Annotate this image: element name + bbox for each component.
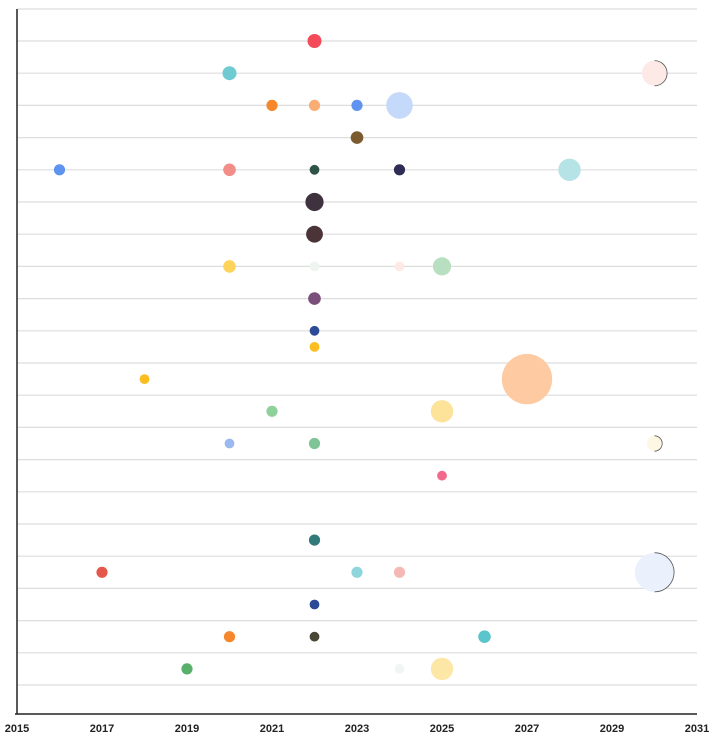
data-point-outline bbox=[654, 552, 675, 593]
x-tick-labels: 2015 2017 2019 2021 2023 2025 2027 2029 2031 bbox=[5, 723, 709, 735]
data-point bbox=[437, 470, 447, 481]
data-point bbox=[394, 261, 405, 272]
data-point bbox=[393, 164, 406, 176]
data-point bbox=[308, 534, 321, 546]
data-point bbox=[53, 164, 66, 176]
data-point bbox=[224, 438, 235, 449]
x-tick-label: 2017 bbox=[90, 723, 114, 735]
data-point bbox=[309, 325, 320, 336]
data-point bbox=[309, 599, 320, 610]
data-point bbox=[223, 631, 236, 643]
data-point bbox=[634, 552, 675, 592]
x-tick-label: 2019 bbox=[175, 723, 199, 735]
data-point bbox=[266, 99, 278, 111]
data-point bbox=[432, 257, 452, 276]
data-point bbox=[96, 566, 108, 578]
data-point bbox=[223, 260, 236, 273]
data-point bbox=[641, 60, 668, 86]
data-point bbox=[309, 261, 320, 272]
data-point bbox=[181, 663, 193, 675]
data-point bbox=[393, 566, 406, 578]
data-point bbox=[350, 131, 364, 144]
data-point bbox=[394, 664, 405, 674]
data-point bbox=[430, 400, 454, 423]
axes bbox=[15, 9, 697, 715]
x-tick-label: 2027 bbox=[515, 723, 539, 735]
data-point bbox=[309, 342, 320, 352]
data-point bbox=[308, 437, 321, 450]
data-point bbox=[308, 292, 321, 305]
data-point bbox=[501, 353, 553, 405]
data-point bbox=[351, 566, 363, 578]
x-tick-label: 2025 bbox=[430, 723, 454, 735]
data-point bbox=[558, 158, 581, 181]
data-point bbox=[646, 435, 663, 452]
data-point bbox=[307, 34, 322, 48]
x-tick-label: 2031 bbox=[685, 723, 709, 735]
x-tick-label: 2029 bbox=[600, 723, 624, 735]
data-point bbox=[351, 99, 363, 111]
grid-lines bbox=[17, 8, 697, 686]
data-point bbox=[478, 630, 491, 643]
data-point bbox=[306, 225, 323, 243]
data-point-outline bbox=[654, 435, 663, 452]
x-tick-label: 2021 bbox=[260, 723, 284, 735]
data-point bbox=[305, 192, 324, 212]
x-tick-label: 2015 bbox=[5, 723, 29, 735]
data-point-outline bbox=[654, 60, 668, 87]
data-point bbox=[309, 631, 320, 642]
data-points bbox=[53, 34, 675, 681]
data-point bbox=[308, 99, 321, 111]
data-point bbox=[430, 657, 454, 681]
data-point bbox=[222, 66, 237, 81]
data-point bbox=[139, 374, 150, 384]
data-point bbox=[386, 92, 413, 119]
data-point bbox=[309, 164, 320, 175]
x-tick-label: 2023 bbox=[345, 723, 369, 735]
data-point bbox=[266, 405, 278, 417]
data-point bbox=[223, 163, 236, 177]
